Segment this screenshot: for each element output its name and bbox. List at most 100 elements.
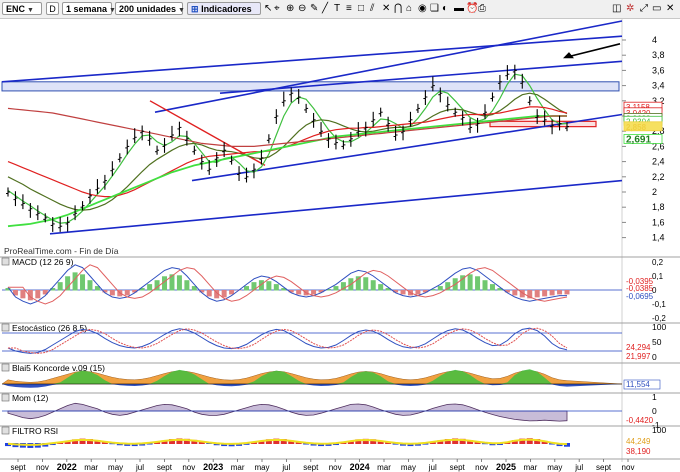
- window-icon[interactable]: ▭: [652, 3, 662, 14]
- macd-tick-label: -0,2: [652, 314, 666, 323]
- macd-histogram-bar: [534, 290, 540, 298]
- x-tick-label: mar: [231, 463, 245, 472]
- settings-icon[interactable]: ✲: [626, 3, 635, 14]
- rsi-bar: [183, 438, 190, 444]
- annotation-arrow: [567, 43, 621, 58]
- delete-icon[interactable]: ✕: [382, 3, 391, 14]
- shapes-icon[interactable]: □: [358, 3, 365, 14]
- y-tick-label: 3,6: [652, 65, 665, 75]
- x-tick-label: nov: [475, 463, 488, 472]
- y-tick-label: 3,8: [652, 50, 665, 60]
- rsi-bar: [154, 441, 161, 444]
- macd-histogram-bar: [20, 290, 26, 299]
- rsi-bar: [362, 438, 369, 444]
- rsi-bar: [250, 442, 257, 444]
- rsi-bar: [176, 438, 183, 444]
- macd-value-label: -0,0385: [626, 284, 654, 293]
- panel-toggle-icon: [1, 323, 10, 332]
- mom-value-label: -0,4420: [626, 416, 654, 425]
- macd-histogram-bar: [139, 288, 145, 291]
- chevron-down-icon: ▼: [178, 7, 185, 14]
- rsi-bar: [370, 439, 377, 444]
- macd-histogram-bar: [415, 290, 421, 295]
- rsi-bar: [444, 439, 451, 444]
- macd-signal-line: [8, 264, 568, 305]
- style-icon[interactable]: ▬: [454, 3, 464, 14]
- units-select[interactable]: 200 unidades ▼: [115, 2, 185, 15]
- x-tick-label: may: [547, 463, 562, 472]
- macd-histogram-bar: [393, 290, 399, 293]
- chevron-down-icon: ▼: [109, 7, 116, 14]
- indicators-label: Indicadores: [201, 4, 252, 14]
- zoom-in-icon[interactable]: ⊕: [286, 3, 295, 14]
- macd-value-label: -0,0395: [626, 277, 654, 286]
- rsi-bar: [459, 438, 466, 444]
- x-tick-label: sept: [450, 463, 466, 472]
- layers-icon[interactable]: ❏: [430, 3, 439, 14]
- crosshair-tool-icon[interactable]: ⌖: [274, 3, 280, 14]
- camera-icon[interactable]: ◫: [612, 3, 622, 14]
- macd-histogram-bar: [154, 280, 160, 291]
- close-icon[interactable]: ✕: [666, 3, 675, 14]
- macd-histogram-bar: [266, 281, 272, 291]
- macd-histogram-bar: [191, 286, 197, 291]
- stoch-value-label: 24,294: [626, 343, 651, 352]
- macd-histogram-bar: [258, 280, 264, 291]
- rsi-bar: [288, 440, 295, 444]
- trend-line-icon[interactable]: ╱: [322, 3, 329, 14]
- expand-icon[interactable]: ⤢: [640, 3, 648, 14]
- stoch-tick-label: 0: [652, 352, 657, 362]
- macd-tick-label: -0,1: [652, 300, 666, 309]
- alarm-icon[interactable]: ⏰: [466, 3, 479, 14]
- indicators-button[interactable]: ⊞ Indicadores: [187, 2, 261, 15]
- text-tool-icon[interactable]: T: [334, 3, 341, 14]
- macd-histogram-bar: [162, 276, 168, 291]
- macd-histogram-bar: [147, 284, 153, 291]
- x-tick-label: nov: [182, 463, 195, 472]
- macd-histogram-bar: [221, 290, 227, 298]
- x-tick-label: jul: [135, 463, 144, 472]
- macd-histogram-bar: [311, 290, 317, 295]
- macd-histogram-bar: [445, 282, 451, 291]
- d-button[interactable]: D: [46, 2, 59, 15]
- rsi-bar: [64, 440, 71, 444]
- pencil-tool-icon[interactable]: ✎: [310, 3, 319, 14]
- rsi-bar: [511, 440, 518, 444]
- rsi-value-label: 44,249: [626, 437, 651, 446]
- cursor-tool-icon[interactable]: ↖: [264, 3, 273, 14]
- symbol-select[interactable]: ENC ▼: [2, 2, 42, 15]
- macd-histogram-bar: [132, 290, 138, 293]
- print-icon[interactable]: ⎙: [478, 3, 486, 14]
- watermark: ProRealTime.com - Fin de Día: [4, 246, 119, 256]
- fibonacci-icon[interactable]: ≡: [346, 3, 352, 14]
- x-tick-label: nov: [622, 463, 635, 472]
- x-tick-label: mar: [377, 463, 391, 472]
- x-tick-label: sept: [596, 463, 612, 472]
- channel-icon[interactable]: ⫽: [370, 3, 375, 14]
- macd-tick-label: 0: [652, 286, 657, 295]
- x-tick-label: may: [108, 463, 123, 472]
- color-icon[interactable]: ◐: [442, 3, 449, 14]
- rsi-bar: [504, 442, 511, 444]
- stoch-tick-label: 100: [652, 322, 666, 332]
- magnet-icon[interactable]: ⋂: [394, 3, 403, 14]
- period-select[interactable]: 1 semana ▼: [62, 2, 116, 15]
- macd-histogram-bar: [65, 276, 71, 291]
- lower-trend-line: [49, 179, 623, 235]
- y-tick-label: 4: [652, 35, 657, 45]
- rsi-bar: [437, 440, 444, 444]
- panel-toggle-icon: [1, 363, 10, 372]
- macd-histogram-bar: [80, 274, 86, 291]
- mom-tick-label: -1: [652, 420, 660, 430]
- x-tick-label: may: [401, 463, 416, 472]
- eye-icon[interactable]: ◉: [418, 3, 427, 14]
- zoom-out-icon[interactable]: ⊖: [298, 3, 307, 14]
- lock-icon[interactable]: ⌂: [406, 3, 413, 14]
- panel-title: MACD (12 26 9): [12, 257, 74, 267]
- y-tick-label: 1,4: [652, 233, 665, 243]
- x-tick-label: 2023: [203, 462, 223, 472]
- macd-histogram-bar: [467, 274, 473, 291]
- rsi-bar: [340, 442, 347, 444]
- mom-tick-label: 0: [652, 406, 657, 416]
- macd-histogram-bar: [363, 277, 369, 291]
